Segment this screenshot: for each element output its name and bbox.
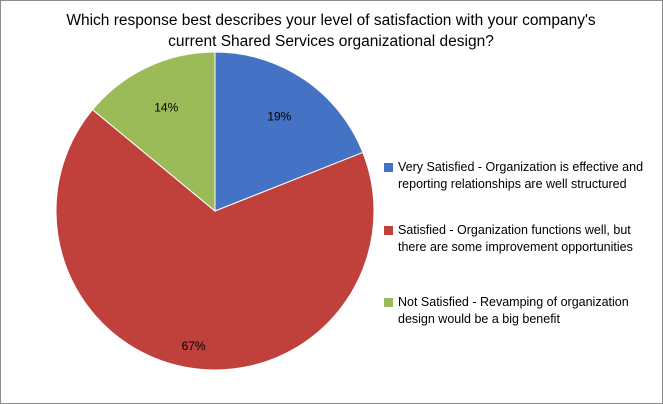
data-label-not-satisfied: 14% <box>154 100 178 114</box>
chart-title-line-1: Which response best describes your level… <box>66 12 596 29</box>
legend-label-line: there are some improvement opportunities <box>398 240 633 254</box>
legend-label-line: reporting relationships are well structu… <box>398 177 627 191</box>
legend-label-line: Very Satisfied - Organization is effecti… <box>398 160 644 174</box>
chart-title-line-2: current Shared Services organizational d… <box>168 33 494 50</box>
chart-title: Which response best describes your level… <box>21 10 641 52</box>
pie-slice-satisfied <box>55 108 375 371</box>
legend-label-not-satisfied: Not Satisfied - Revamping of organizatio… <box>398 294 660 328</box>
legend-label-satisfied: Satisfied - Organization functions well,… <box>398 222 660 256</box>
legend-swatch-satisfied <box>384 226 393 235</box>
legend-label-line: Satisfied - Organization functions well,… <box>398 223 631 237</box>
pie-slice-not-satisfied <box>91 51 216 213</box>
legend-label-line: design would be a big benefit <box>398 312 560 326</box>
data-label-very-satisfied: 19% <box>267 109 291 123</box>
legend-swatch-not-satisfied <box>384 298 393 307</box>
pie-slice-very-satisfied <box>214 51 364 212</box>
data-label-satisfied: 67% <box>182 339 206 353</box>
legend-swatch-very-satisfied <box>384 163 393 172</box>
legend-label-line: Not Satisfied - Revamping of organizatio… <box>398 295 629 309</box>
legend-label-very-satisfied: Very Satisfied - Organization is effecti… <box>398 159 660 193</box>
